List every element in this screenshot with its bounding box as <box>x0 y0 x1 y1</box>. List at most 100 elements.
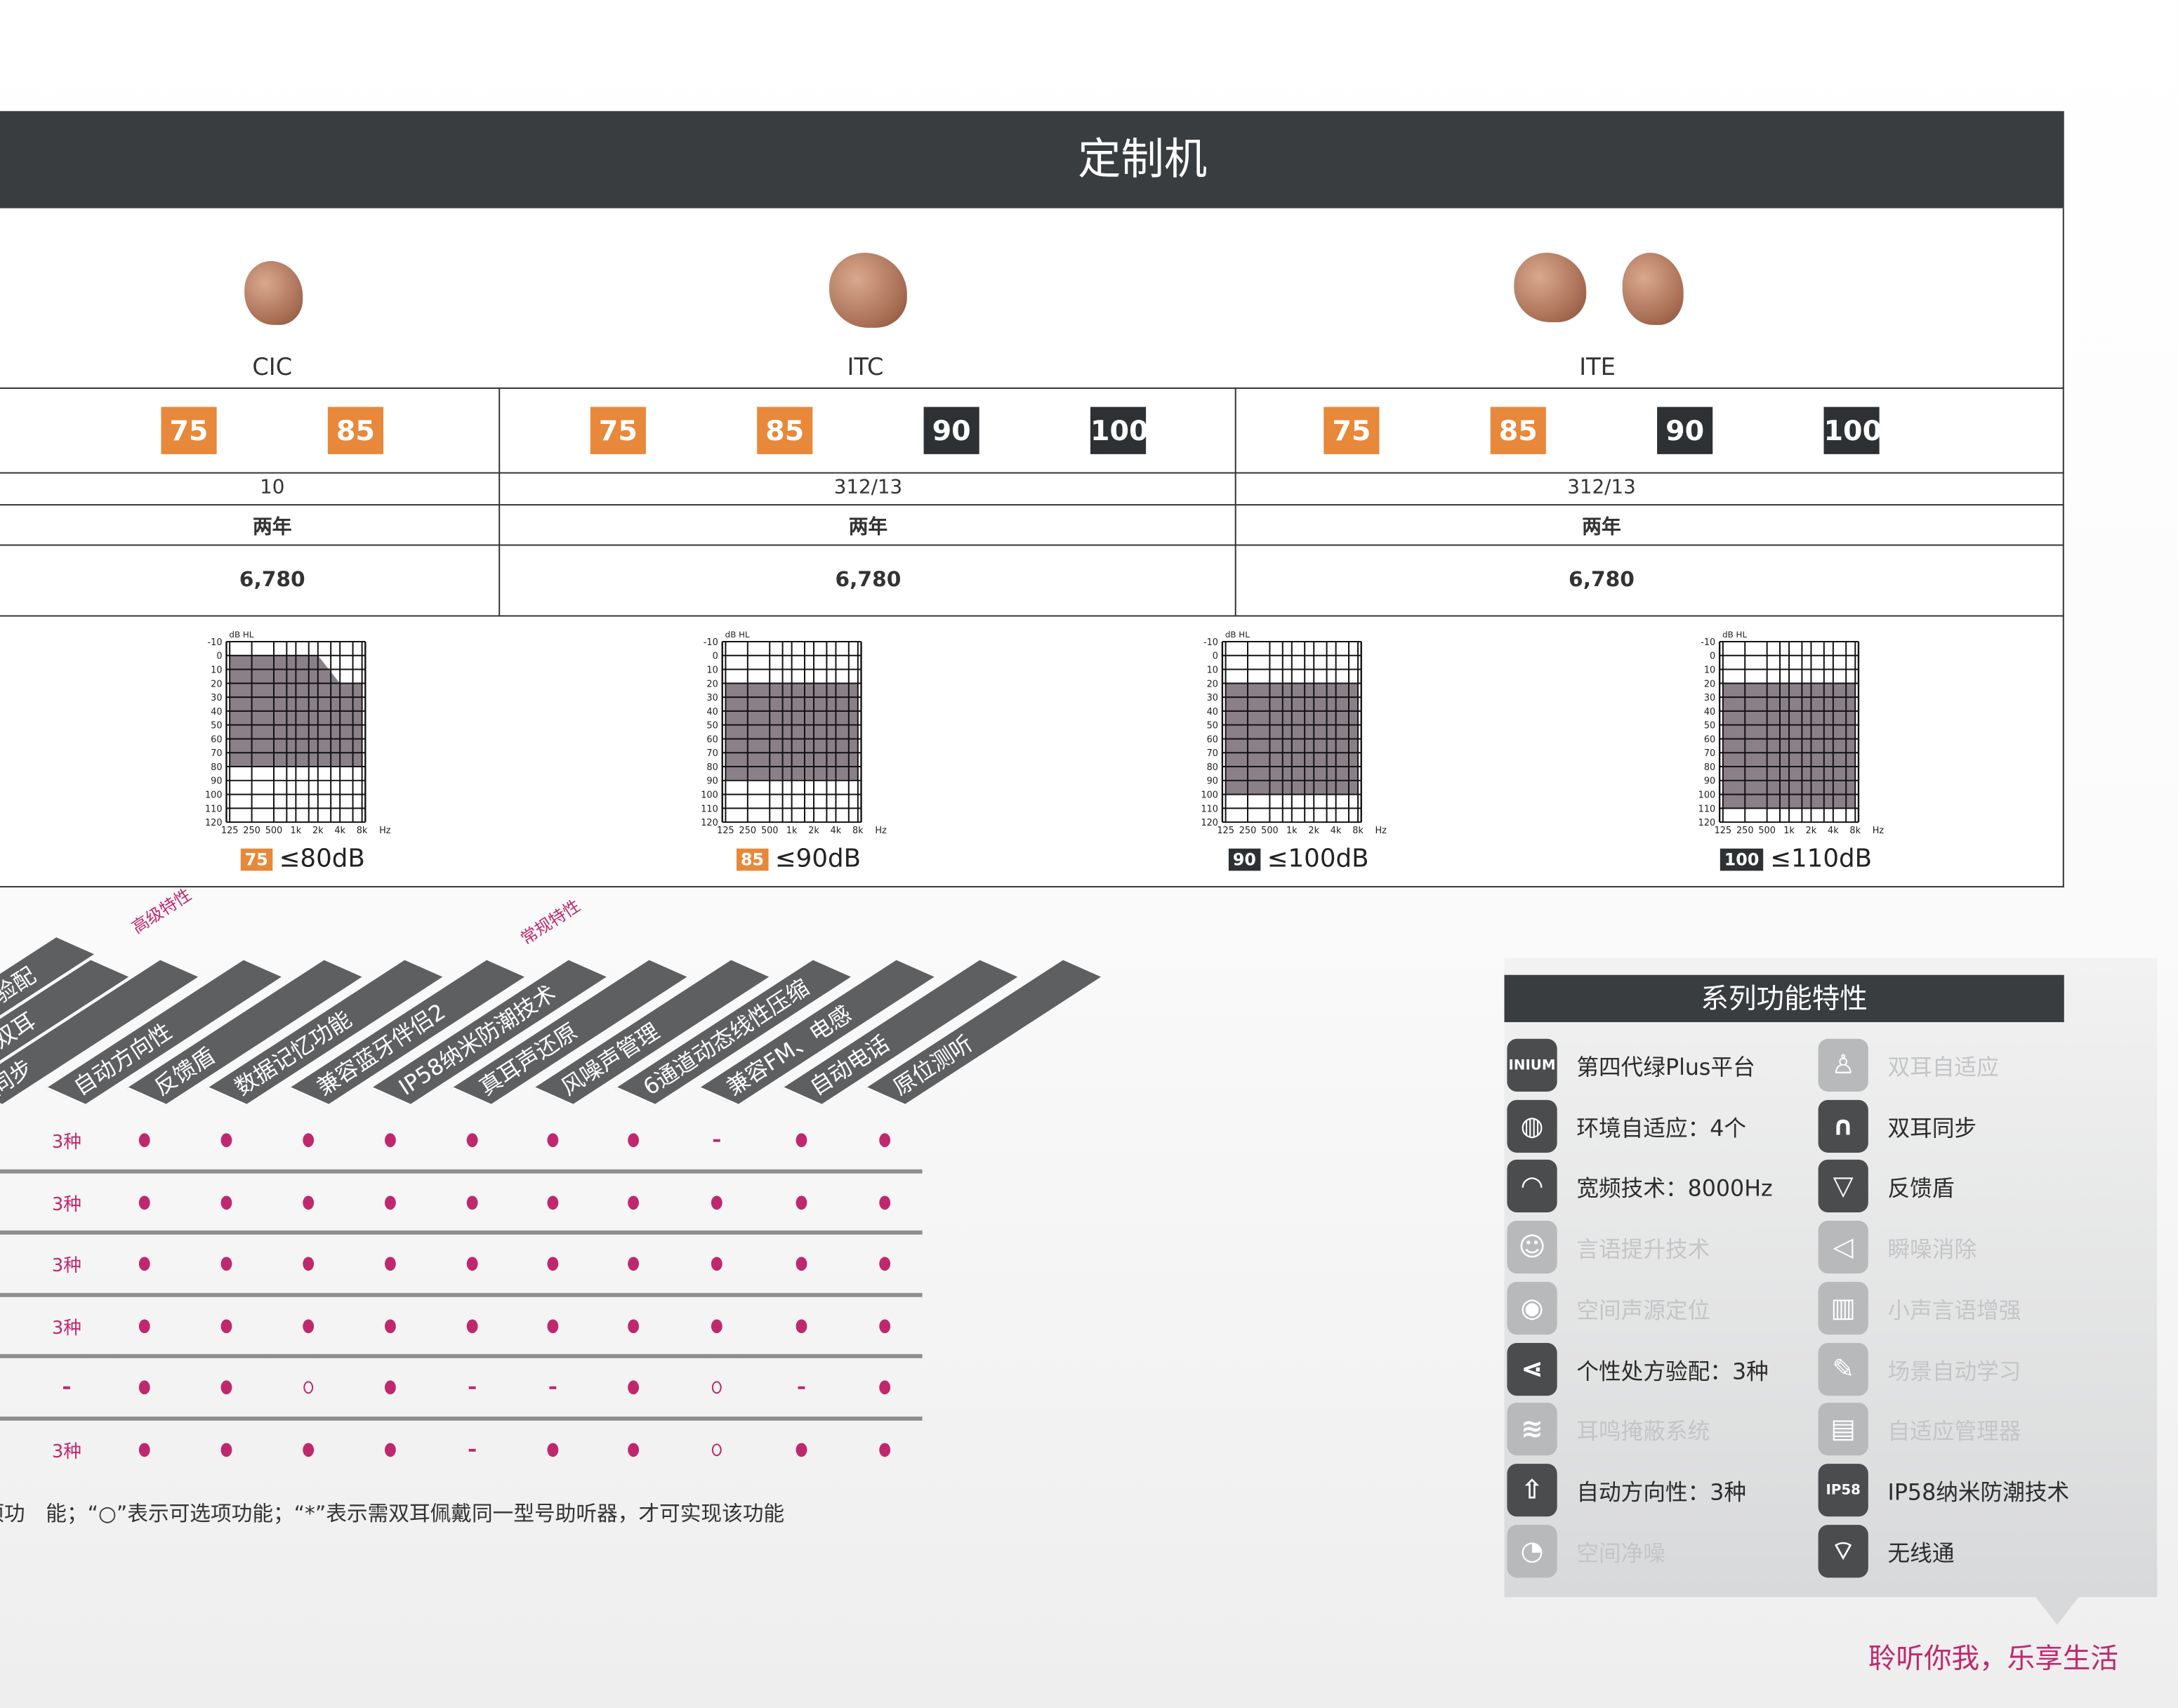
y-axis-unit: dB HL <box>1225 630 1250 640</box>
feature-label: 瞬噪消除 <box>1887 1236 1977 1263</box>
x-tick-label: 125 <box>221 826 239 836</box>
included-dot <box>220 1133 232 1148</box>
y-tick-label: 60 <box>1704 734 1715 745</box>
included-dot <box>220 1196 232 1210</box>
feature-label: 空间净噪 <box>1576 1540 1666 1567</box>
feature-label: 反馈盾 <box>1887 1174 1955 1202</box>
included-dot <box>384 1196 396 1210</box>
feature-value: 3种 <box>51 1132 82 1153</box>
included-dot <box>138 1196 150 1210</box>
max-loss-label: ≤80dB <box>279 844 365 874</box>
model-badge-85: 85 <box>327 406 384 454</box>
feature-label: 自动方向性：3种 <box>1576 1478 1747 1506</box>
y-tick-label: 120 <box>1201 818 1218 828</box>
x-tick-label: 4k <box>1331 826 1342 836</box>
x-axis-unit: Hz <box>1873 826 1885 836</box>
included-dot <box>879 1319 891 1334</box>
included-dot <box>466 1133 478 1148</box>
model-badge: 90 <box>1228 847 1260 870</box>
signal-icon: ◔ <box>1507 1525 1557 1578</box>
share-nodes-icon: ⋖ <box>1507 1343 1557 1396</box>
y-tick-label: 100 <box>205 790 223 801</box>
x-tick-label: 500 <box>761 826 779 836</box>
product-table: CIC ITC ITE 75 85 75 85 90 100 75 85 90 100 10 31… <box>0 208 2064 888</box>
y-tick-label: 10 <box>1704 665 1715 675</box>
feature-item: ⇧ 自动方向性：3种 <box>1507 1464 1747 1517</box>
y-tick-label: 30 <box>706 693 718 703</box>
y-tick-label: 40 <box>706 707 718 717</box>
feature-label: 言语提升技术 <box>1576 1236 1710 1263</box>
feature-label: 个性处方验配：3种 <box>1576 1358 1769 1385</box>
y-tick-label: 110 <box>701 804 718 814</box>
x-axis-unit: Hz <box>875 826 887 836</box>
y-tick-label: 20 <box>1704 679 1715 689</box>
x-tick-label: 250 <box>739 826 757 836</box>
feature-label: 双耳自适应 <box>1887 1054 1999 1081</box>
y-tick-label: 70 <box>1704 748 1715 759</box>
feature-item: ⋖ 个性处方验配：3种 <box>1507 1343 1769 1396</box>
included-dot <box>138 1380 150 1395</box>
model-badge-75: 75 <box>590 406 646 454</box>
included-dot <box>711 1319 722 1334</box>
row-divider <box>0 1353 923 1360</box>
included-dot <box>138 1443 150 1457</box>
included-dot <box>138 1319 150 1334</box>
feature-label: 第四代绿Plus平台 <box>1576 1054 1755 1081</box>
speaker-mute-icon: ◁ <box>1818 1220 1868 1274</box>
arrow-up-icon: ⇧ <box>1507 1464 1557 1517</box>
x-tick-label: 250 <box>1239 826 1257 836</box>
inium-sense-icon: INIUM <box>1507 1038 1557 1092</box>
not-available-dash <box>549 1386 557 1389</box>
x-axis-unit: Hz <box>379 826 391 836</box>
feature-label: 无线通 <box>1887 1540 1955 1567</box>
feature-label: 环境自适应：4个 <box>1576 1115 1747 1142</box>
not-available-dash <box>713 1139 720 1141</box>
satellite-dish-icon: ⌔ <box>1818 1525 1868 1578</box>
x-tick-label: 1k <box>1783 826 1795 836</box>
included-dot <box>628 1319 640 1334</box>
chart-box-icon: ▤ <box>1818 1403 1868 1456</box>
feature-group-label: 常规特性 <box>517 896 584 949</box>
audiogram-label: 90 ≤100dB <box>1228 845 1369 873</box>
pointer-triangle <box>2033 1594 2081 1625</box>
row-divider <box>0 1416 923 1422</box>
feature-item: ◠ 宽频技术：8000Hz <box>1507 1159 1773 1213</box>
x-tick-label: 500 <box>1758 826 1776 836</box>
headphones-icon: ∩ <box>1818 1099 1868 1153</box>
x-tick-label: 4k <box>334 826 345 836</box>
y-tick-label: 70 <box>211 748 222 759</box>
included-dot <box>879 1133 891 1148</box>
series-features-title: 系列功能特性 <box>1504 974 2064 1023</box>
optional-circle <box>711 1443 722 1457</box>
included-dot <box>547 1257 559 1271</box>
x-tick-label: 8k <box>357 826 368 836</box>
included-dot <box>547 1196 559 1210</box>
included-dot <box>796 1133 807 1148</box>
y-tick-label: 100 <box>1698 790 1716 801</box>
optional-circle <box>303 1381 314 1394</box>
model-badge-100: 100 <box>1823 406 1882 454</box>
y-tick-label: 110 <box>1698 804 1716 814</box>
included-dot <box>220 1380 232 1395</box>
ip58-icon: IP58 <box>1818 1464 1868 1517</box>
included-dot <box>796 1196 807 1210</box>
x-tick-label: 2k <box>312 826 324 836</box>
location-pin-icon: ◉ <box>1507 1281 1557 1335</box>
model-badge: 100 <box>1720 847 1764 870</box>
section-title: 定制机 <box>1078 134 1208 185</box>
row-divider <box>0 1230 923 1236</box>
feature-item: ✎ 场景自动学习 <box>1818 1343 2021 1396</box>
x-axis-unit: Hz <box>1375 826 1387 836</box>
included-dot <box>384 1380 396 1395</box>
y-tick-label: 90 <box>211 776 222 787</box>
x-tick-label: 1k <box>1286 826 1298 836</box>
warranty: 两年 <box>848 516 888 539</box>
included-dot <box>711 1257 722 1271</box>
y-tick-label: 0 <box>1710 651 1715 662</box>
y-tick-label: 0 <box>1213 651 1218 662</box>
shield-icon: ▽ <box>1818 1159 1868 1213</box>
